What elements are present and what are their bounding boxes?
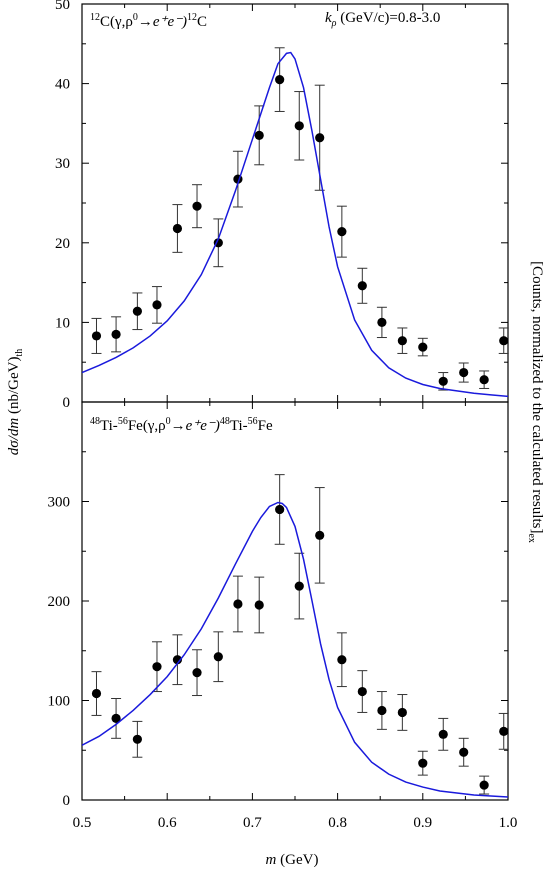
x-tick-label: 0.7 <box>243 815 262 831</box>
data-point <box>479 375 489 385</box>
data-point <box>459 367 469 378</box>
data-point <box>397 336 407 346</box>
data-point <box>233 599 243 609</box>
data-point <box>152 662 162 672</box>
annotation-top-reaction: 12C(γ,ρ0→e⁺e⁻)12C <box>90 12 207 30</box>
y-tick-label: 20 <box>55 236 70 252</box>
y-tick-label: 0 <box>63 395 71 411</box>
data-point <box>499 336 509 346</box>
data-point <box>337 227 347 237</box>
panel-top: 0 10 20 30 40 50 <box>55 0 509 411</box>
data-point <box>192 668 202 678</box>
data-point <box>357 281 367 291</box>
y-tick-label: 100 <box>48 694 71 710</box>
x-tick-label: 0.8 <box>328 815 347 831</box>
data-point <box>111 329 121 339</box>
data-point <box>459 747 469 757</box>
plot-frame <box>81 401 509 801</box>
data-point <box>438 376 448 386</box>
data-point <box>91 331 102 341</box>
annotation-top-momentum: kρ (GeV/c)=0.8-3.0 <box>325 10 440 29</box>
data-point <box>275 75 285 85</box>
data-point <box>499 726 509 736</box>
data-point <box>357 686 367 697</box>
data-point <box>337 655 347 665</box>
data-point <box>172 223 183 234</box>
data-point <box>254 130 264 140</box>
data-point <box>172 655 183 665</box>
data-point <box>132 306 142 316</box>
data-point <box>315 133 325 143</box>
data-point <box>418 342 428 352</box>
data-point <box>294 121 304 131</box>
data-point <box>418 758 428 768</box>
data-point <box>315 530 325 540</box>
x-axis-label: m (GeV) <box>266 852 319 868</box>
data-point <box>397 707 407 718</box>
y-tick-label: 0 <box>63 793 71 809</box>
data-point <box>111 713 121 724</box>
y-tick-label: 300 <box>48 495 71 511</box>
x-tick-label: 0.5 <box>73 815 92 831</box>
plot-frame <box>81 3 509 403</box>
data-point <box>294 581 304 591</box>
data-point <box>377 317 387 327</box>
y-tick-label: 200 <box>48 594 71 610</box>
x-tick-label: 0.9 <box>413 815 432 831</box>
x-tick-label: 1.0 <box>499 815 518 831</box>
data-point <box>132 734 142 744</box>
y-tick-label: 50 <box>55 0 70 13</box>
data-point <box>152 300 162 310</box>
theory-curve <box>82 51 508 398</box>
data-point <box>91 688 102 699</box>
data-point <box>377 705 387 716</box>
data-point <box>479 780 489 790</box>
theory-curve <box>82 501 508 798</box>
y-axis-label-right: [Counts, normalized to the calculated re… <box>526 261 545 543</box>
y-axis-label-left: dσ/dm (nb/GeV)th <box>6 349 25 455</box>
y-tick-label: 10 <box>55 315 70 331</box>
x-tick-label: 0.6 <box>158 815 177 831</box>
data-point <box>213 652 223 662</box>
data-point <box>192 201 202 211</box>
panel-bottom: 0 100 200 300 0.5 0.6 0.7 0.8 0.9 1.0 <box>48 401 518 831</box>
annotation-bottom-reaction: 48Ti-56Fe(γ,ρ0→e⁺e⁻)48Ti-56Fe <box>90 416 273 434</box>
data-point <box>438 729 448 739</box>
y-tick-label: 40 <box>55 77 70 93</box>
data-point <box>275 504 285 515</box>
y-tick-label: 30 <box>55 156 70 172</box>
data-point <box>254 600 264 610</box>
